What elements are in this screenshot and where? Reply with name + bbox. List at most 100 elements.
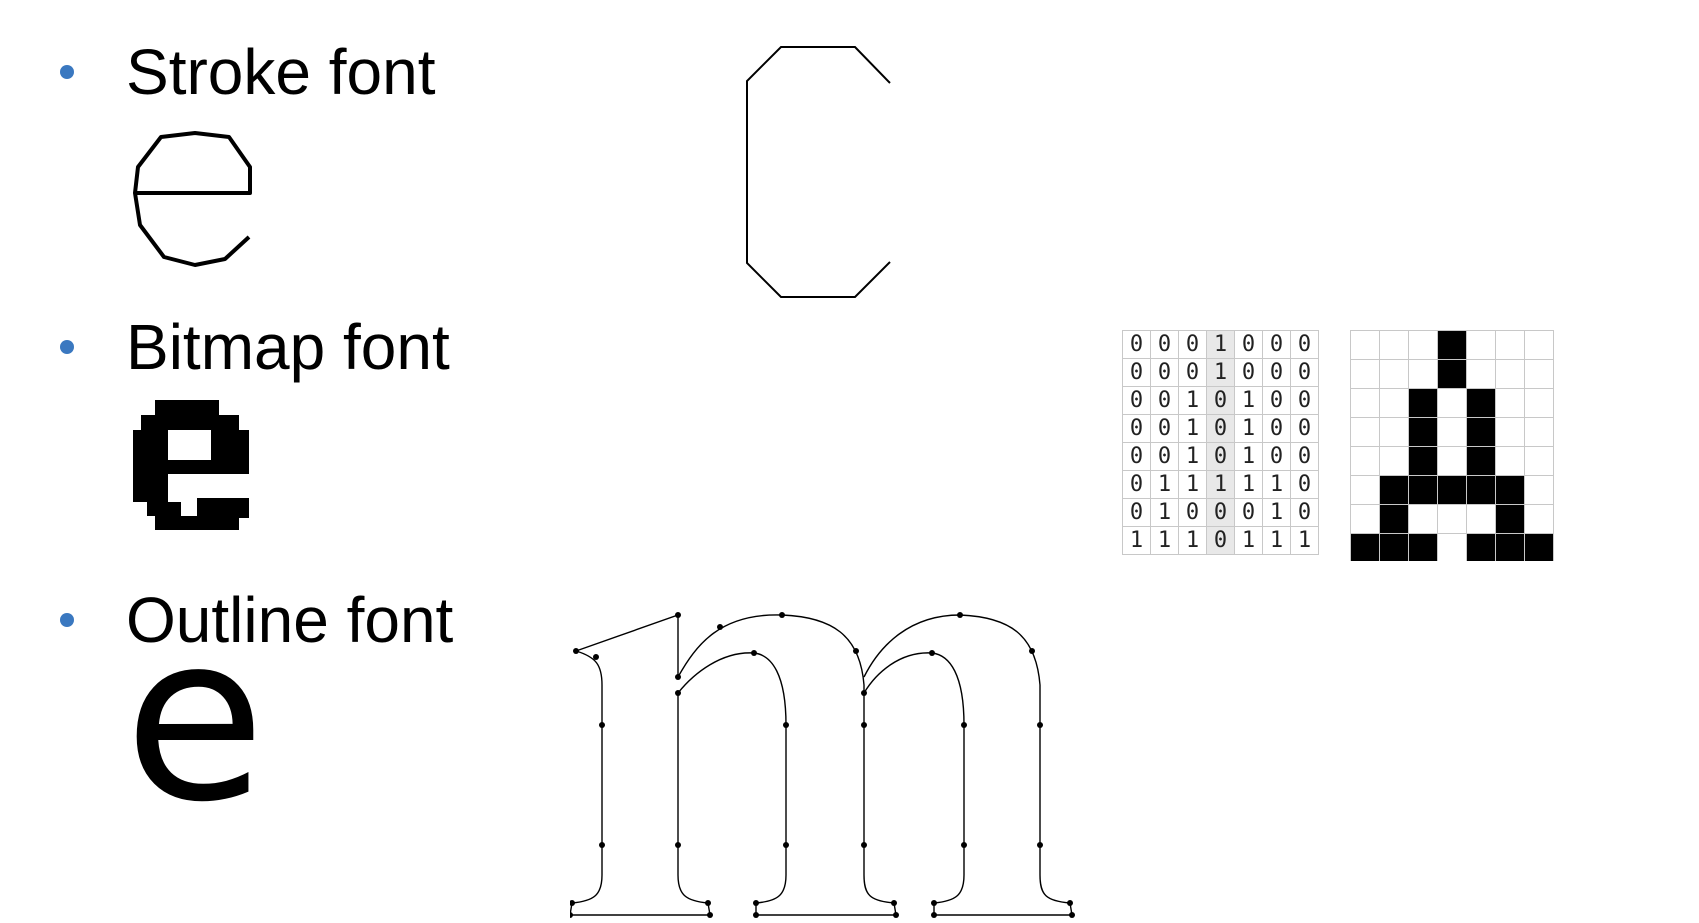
bitmap-pixel bbox=[1524, 359, 1554, 389]
bitmap-grid-cell: 1 bbox=[1150, 470, 1179, 499]
bullet-dot-icon bbox=[60, 613, 74, 627]
bitmap-pixel bbox=[1437, 417, 1467, 447]
bitmap-pixel bbox=[1350, 533, 1380, 561]
bitmap-pixel bbox=[1466, 533, 1496, 561]
bullet-bitmap-font: Bitmap font bbox=[60, 315, 450, 379]
bitmap-pixel bbox=[1437, 475, 1467, 505]
bitmap-grid-cell: 0 bbox=[1122, 470, 1151, 499]
bitmap-grid-cell: 0 bbox=[1290, 330, 1319, 359]
bitmap-grid-cell: 1 bbox=[1234, 442, 1263, 471]
bullet-label-bitmap: Bitmap font bbox=[126, 311, 450, 383]
bitmap-e-glyph bbox=[133, 400, 249, 530]
bitmap-pixel bbox=[1466, 388, 1496, 418]
bitmap-grid-cell: 0 bbox=[1290, 386, 1319, 415]
bitmap-grid-cell: 1 bbox=[1206, 470, 1235, 499]
bitmap-grid-cell: 1 bbox=[1178, 414, 1207, 443]
bitmap-pixel bbox=[1437, 533, 1467, 561]
bitmap-grid-cell: 0 bbox=[1206, 386, 1235, 415]
bitmap-grid-cell: 0 bbox=[1150, 386, 1179, 415]
bitmap-grid-cell: 1 bbox=[1178, 442, 1207, 471]
bitmap-grid-cell: 0 bbox=[1206, 526, 1235, 555]
bitmap-grid-cell: 1 bbox=[1290, 526, 1319, 555]
bitmap-pixel bbox=[1495, 533, 1525, 561]
bitmap-pixel bbox=[1495, 388, 1525, 418]
bitmap-grid-cell: 0 bbox=[1290, 498, 1319, 527]
bitmap-pixel bbox=[1466, 475, 1496, 505]
bitmap-grid-cell: 0 bbox=[1150, 358, 1179, 387]
bitmap-pixel bbox=[1524, 388, 1554, 418]
bitmap-grid-cell: 0 bbox=[1150, 330, 1179, 359]
bitmap-grid-cell: 0 bbox=[1122, 414, 1151, 443]
stroke-e-glyph bbox=[133, 131, 252, 267]
bitmap-grid-cell: 0 bbox=[1262, 442, 1291, 471]
bitmap-pixel bbox=[1350, 359, 1380, 389]
bitmap-grid-cell: 0 bbox=[1178, 330, 1207, 359]
bitmap-pixel bbox=[1524, 446, 1554, 476]
bitmap-pixel bbox=[1524, 504, 1554, 534]
bitmap-pixel bbox=[1524, 533, 1554, 561]
bitmap-pixel bbox=[1437, 504, 1467, 534]
bitmap-pixel bbox=[1466, 504, 1496, 534]
bitmap-pixel bbox=[1350, 388, 1380, 418]
bitmap-pixel bbox=[1437, 359, 1467, 389]
bitmap-grid-cell: 0 bbox=[1122, 386, 1151, 415]
bitmap-grid-cell: 1 bbox=[1262, 498, 1291, 527]
bitmap-pixel bbox=[1350, 446, 1380, 476]
bitmap-pixel bbox=[1495, 504, 1525, 534]
bitmap-pixel bbox=[1437, 388, 1467, 418]
bullet-dot-icon bbox=[60, 340, 74, 354]
bitmap-grid-cell: 0 bbox=[1290, 442, 1319, 471]
bullet-label-outline: Outline font bbox=[126, 584, 454, 656]
bitmap-pixel bbox=[1379, 446, 1409, 476]
bitmap-grid-cell: 1 bbox=[1150, 526, 1179, 555]
bitmap-pixel bbox=[1524, 417, 1554, 447]
bitmap-grid-cell: 1 bbox=[1262, 526, 1291, 555]
bitmap-grid-cell: 0 bbox=[1178, 498, 1207, 527]
bitmap-grid-cell: 0 bbox=[1262, 358, 1291, 387]
bitmap-grid-cell: 0 bbox=[1290, 470, 1319, 499]
bitmap-grid-cell: 1 bbox=[1178, 526, 1207, 555]
bitmap-grid-cell: 1 bbox=[1206, 358, 1235, 387]
bitmap-grid-cell: 0 bbox=[1150, 442, 1179, 471]
bitmap-a-glyph bbox=[1350, 330, 1554, 561]
bitmap-grid-cell: 0 bbox=[1122, 498, 1151, 527]
bitmap-grid-cell: 0 bbox=[1262, 386, 1291, 415]
bitmap-grid-cell: 0 bbox=[1122, 330, 1151, 359]
bitmap-grid-cell: 0 bbox=[1178, 358, 1207, 387]
bitmap-pixel bbox=[1466, 359, 1496, 389]
bullet-outline-font: Outline font bbox=[60, 588, 453, 652]
bullet-label-stroke: Stroke font bbox=[126, 36, 436, 108]
bitmap-pixel bbox=[1437, 446, 1467, 476]
bitmap-pixel bbox=[1495, 475, 1525, 505]
bitmap-pixel bbox=[1379, 330, 1409, 360]
bitmap-grid-cell: 0 bbox=[1206, 498, 1235, 527]
bitmap-grid-cell: 0 bbox=[1122, 358, 1151, 387]
bitmap-grid-cell: 1 bbox=[1122, 526, 1151, 555]
bitmap-pixel bbox=[1408, 533, 1438, 561]
bitmap-pixel bbox=[1495, 417, 1525, 447]
bitmap-grid-cell: 0 bbox=[1290, 414, 1319, 443]
bitmap-pixel bbox=[1408, 330, 1438, 360]
bitmap-grid-cell: 1 bbox=[1206, 330, 1235, 359]
bitmap-pixel bbox=[1495, 359, 1525, 389]
bitmap-grid-cell: 0 bbox=[1234, 330, 1263, 359]
bitmap-pixel bbox=[1495, 330, 1525, 360]
outline-m-glyph bbox=[570, 612, 1075, 918]
bitmap-pixel bbox=[1379, 475, 1409, 505]
outline-e-glyph: e bbox=[124, 586, 266, 853]
bitmap-pixel bbox=[1437, 330, 1467, 360]
bitmap-pixel bbox=[1350, 330, 1380, 360]
bitmap-pixel bbox=[1524, 330, 1554, 360]
bitmap-grid-cell: 0 bbox=[1262, 414, 1291, 443]
bitmap-grid-cell: 1 bbox=[1178, 386, 1207, 415]
bitmap-pixel bbox=[1379, 388, 1409, 418]
bitmap-pixel bbox=[1379, 359, 1409, 389]
bitmap-pixel bbox=[1350, 417, 1380, 447]
bitmap-pixel bbox=[1408, 475, 1438, 505]
